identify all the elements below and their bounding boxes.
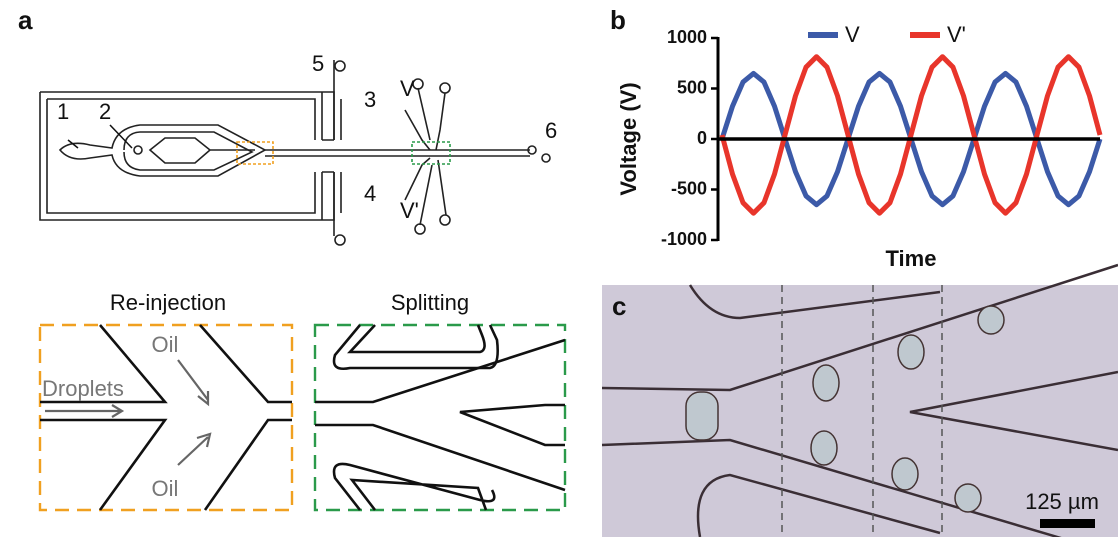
chip-schematic-part <box>335 61 345 71</box>
chip-schematic <box>40 60 550 245</box>
chip-schematic-part <box>542 154 550 162</box>
electrode-label: V' <box>400 198 419 223</box>
electrode-label: V <box>400 76 415 101</box>
micrograph-part <box>955 484 981 512</box>
port-label: 1 <box>57 99 69 124</box>
port-label: 3 <box>364 87 376 112</box>
port-label: 2 <box>99 99 111 124</box>
micrograph-part <box>978 306 1004 334</box>
micrograph-part <box>811 431 837 465</box>
port-label: 4 <box>364 181 376 206</box>
y-tick-label: 1000 <box>667 27 707 47</box>
annotation: Oil <box>152 476 179 501</box>
chip-schematic-part <box>412 142 450 164</box>
x-axis-title: Time <box>886 246 937 271</box>
legend-label: V <box>845 22 860 47</box>
micrograph-part <box>686 392 718 440</box>
voltage-chart: -1000 -500 0 500 1000 Voltage (V) Time V V' <box>616 22 1100 271</box>
chip-schematic-part <box>68 125 132 148</box>
annotation: Oil <box>152 332 179 357</box>
y-axis-title: Voltage (V) <box>616 82 641 195</box>
zoom-reinjection-part <box>45 405 122 417</box>
chip-schematic-part <box>415 224 425 234</box>
port-label: 6 <box>545 118 557 143</box>
figure: a b 1 2 3 4 5 6 V V' Re-injec <box>0 0 1118 537</box>
zoom-title: Re-injection <box>110 290 226 315</box>
legend-label: V' <box>947 22 966 47</box>
chip-schematic-part <box>322 60 334 236</box>
panel-label: b <box>610 5 626 35</box>
zoom-splitting <box>315 325 565 510</box>
zoom-reinjection-part <box>178 434 210 465</box>
micrograph-part <box>1040 519 1095 528</box>
annotation: Droplets <box>42 376 124 401</box>
y-tick-label: 0 <box>697 128 707 148</box>
chip-schematic-part <box>335 235 345 245</box>
micrograph-part <box>892 458 918 490</box>
y-tick-label: -1000 <box>661 229 707 249</box>
panel-label: a <box>18 5 33 35</box>
y-tick-label: -500 <box>671 178 707 198</box>
port-label: 5 <box>312 51 324 76</box>
chip-schematic-part <box>265 150 530 156</box>
zoom-splitting-part <box>334 464 494 510</box>
chip-schematic-part <box>440 83 450 93</box>
zoom-splitting-part <box>334 325 498 369</box>
series-line <box>722 57 1100 214</box>
micrograph-part <box>813 365 839 401</box>
chip-schematic-part <box>440 215 450 225</box>
y-tick-label: 500 <box>677 77 707 97</box>
chip-schematic-part <box>134 146 142 154</box>
zoom-reinjection-part <box>178 360 208 404</box>
micrograph-part <box>898 335 924 369</box>
scale-bar-label: 125 µm <box>1025 489 1099 514</box>
panel-label: c <box>612 291 626 321</box>
zoom-splitting-part <box>315 340 565 490</box>
zoom-title: Splitting <box>391 290 469 315</box>
